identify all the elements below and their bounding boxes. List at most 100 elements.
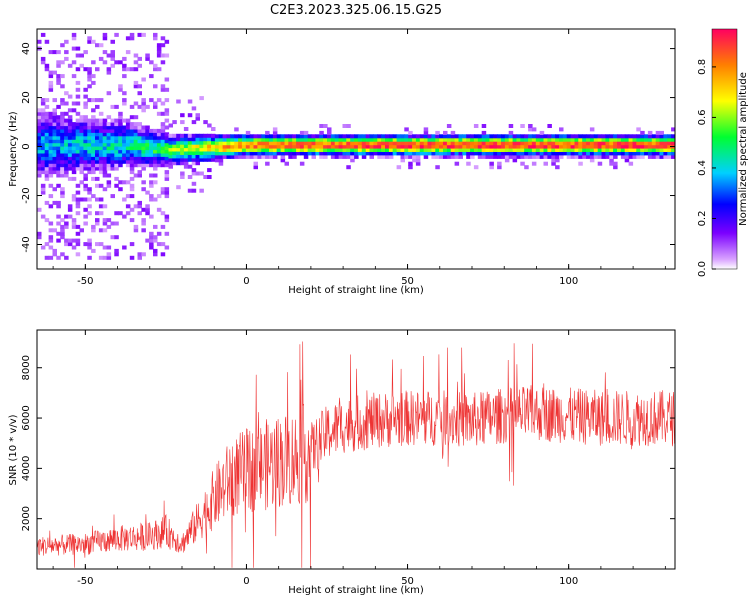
spectrogram-cell [125, 211, 131, 216]
spectrogram-cell [106, 70, 112, 75]
spectrogram-cell [396, 144, 402, 149]
spectrogram-cell [79, 163, 84, 168]
spectrogram-cell [195, 154, 200, 159]
spectrogram-cell [191, 106, 197, 111]
spectrogram-cell [64, 125, 69, 130]
spectrogram-cell [361, 137, 367, 142]
spectrogram-cell [501, 154, 506, 159]
spectrogram-cell [56, 204, 61, 209]
spectrogram-cell [203, 157, 208, 162]
spectrogram-cell [56, 122, 61, 127]
spectrogram-cell [153, 224, 158, 229]
spectrogram-cell [381, 137, 386, 142]
spectrogram-cell [574, 137, 579, 142]
spectrogram-cell [296, 148, 301, 152]
spectrogram-cell [601, 154, 606, 159]
spectrogram-cell [110, 122, 115, 127]
spectrogram-cell [238, 144, 243, 149]
spectrogram-cell [288, 137, 293, 142]
spectrogram-cell [75, 166, 81, 171]
spectrogram-cell [199, 140, 204, 145]
spectrogram-cell [473, 124, 479, 128]
spectrogram-cell [462, 134, 467, 139]
spectrogram-cell [141, 32, 146, 37]
spectrogram-cell [176, 99, 181, 104]
spectrogram-cell [605, 137, 610, 142]
spectrogram-cell [60, 118, 65, 123]
spectrogram-cell [83, 125, 88, 130]
spectrogram-cell [435, 130, 440, 135]
spectrogram-cell [547, 137, 552, 142]
spectrogram-cell [180, 133, 185, 138]
colorbar-gradient [711, 28, 738, 270]
spectrogram-cell [37, 128, 42, 133]
spectrogram-cell [122, 139, 127, 144]
spectrogram-cell [284, 151, 289, 156]
spectrogram-cell [640, 154, 645, 159]
spectrogram-cell [122, 98, 127, 103]
spectrogram-cell [524, 137, 529, 142]
spectrogram-cell [187, 164, 193, 169]
spectrogram-cell [493, 151, 498, 156]
spectrogram-cell [404, 154, 409, 159]
spectrogram-cell [477, 154, 483, 159]
colorbar-tick-label: 0.8 [697, 59, 708, 75]
spectrogram-cell [613, 154, 618, 159]
spectrogram-cell [122, 118, 127, 123]
spectrogram-cell [617, 141, 622, 146]
spectrogram-cell [52, 128, 57, 133]
spectrogram-cell [176, 157, 181, 162]
spectrogram-cell [644, 148, 649, 152]
spectrogram-cell [60, 170, 65, 175]
spectrogram-cell [400, 144, 405, 149]
spectrogram-cell [261, 144, 266, 149]
spectrogram-cell [60, 60, 65, 65]
spectrogram-cell [149, 74, 154, 79]
spectrogram-cell [539, 141, 545, 146]
spectrogram-cell [473, 148, 479, 152]
spectrogram-cell [164, 173, 170, 178]
spectrogram-cell [207, 151, 212, 155]
spectrogram-cell [164, 176, 170, 181]
spectrogram-cell [555, 154, 560, 159]
spectrogram-cell [149, 98, 154, 103]
spectrogram-cell [292, 134, 297, 139]
spectrogram-cell [64, 122, 69, 127]
spectrogram-cell [574, 144, 579, 149]
spectrogram-cell [613, 141, 618, 146]
spectrogram-cell [222, 134, 228, 139]
spectrogram-cell [67, 163, 73, 168]
spectrogram-cell [373, 144, 378, 149]
spectrogram-cell [489, 161, 494, 166]
spectrogram-cell [48, 125, 54, 130]
spectrogram-cell [44, 200, 50, 205]
spectrogram-cell [98, 183, 104, 188]
spectrogram-cell [64, 139, 69, 144]
spectrogram-cell [160, 187, 166, 192]
spectrogram-cell [647, 130, 653, 135]
spectrogram-cell [95, 122, 100, 127]
spectrogram-cell [164, 214, 170, 219]
spectrogram-cell [168, 161, 173, 166]
spectrogram-cell [176, 140, 181, 145]
spectrogram-cell [214, 158, 220, 163]
spectrogram-cell [446, 154, 452, 159]
spectrogram-cell [234, 144, 239, 149]
spectrogram-cell [118, 180, 123, 185]
spectrogram-cell [195, 137, 200, 142]
spectrogram-cell [156, 163, 162, 168]
snr-xtick-label: -50 [77, 576, 93, 587]
spectrogram-cell [323, 134, 328, 139]
spectrogram-cell [168, 144, 173, 149]
spectrogram-cell [64, 173, 69, 178]
spectrogram-cell [125, 204, 131, 209]
spectrogram-cell [125, 128, 131, 133]
spectrogram-cell [102, 36, 108, 41]
spectrogram-cell [385, 148, 390, 152]
spectrogram-cell [628, 154, 634, 159]
spectrogram-cell [37, 142, 42, 147]
spectrogram-cell [238, 151, 243, 156]
spectrogram-cell [191, 151, 197, 155]
spectrogram-cell [211, 137, 216, 142]
spectrogram-cell [141, 128, 146, 133]
